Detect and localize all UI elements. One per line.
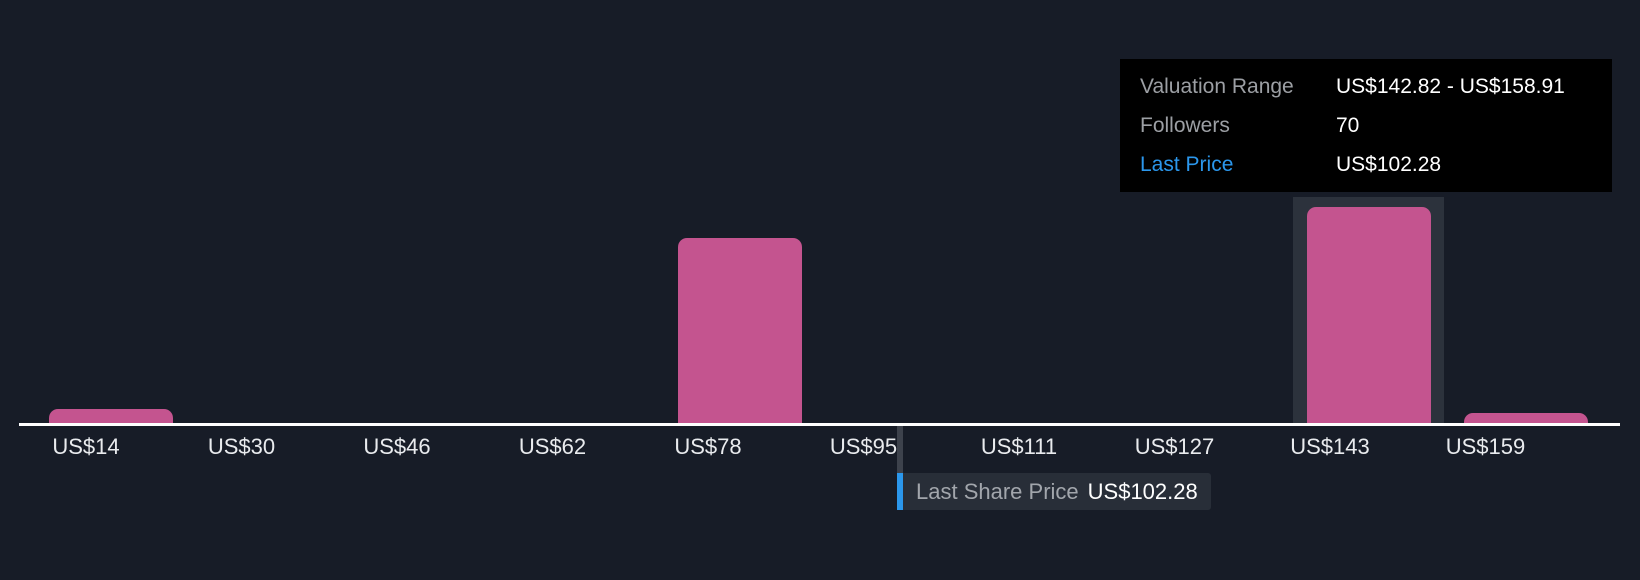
- x-tick-label-us95: US$95: [829, 434, 898, 459]
- x-tick-label-us111: US$111: [980, 434, 1058, 459]
- tooltip-row-valuation-range: Valuation Range US$142.82 - US$158.91: [1140, 75, 1592, 99]
- x-axis-line: [19, 423, 1620, 426]
- last-share-price-label-box: Last Share Price US$102.28: [903, 473, 1211, 510]
- chart-tooltip: Valuation Range US$142.82 - US$158.91 Fo…: [1120, 59, 1612, 192]
- x-tick-label-us46: US$46: [363, 434, 431, 459]
- x-tick-label-us62: US$62: [518, 434, 587, 459]
- histogram-bar-us78[interactable]: [677, 238, 802, 423]
- x-tick-label-us14: US$14: [52, 434, 120, 459]
- x-tick-label-us159: US$159: [1445, 434, 1526, 459]
- tooltip-label-last-price: Last Price: [1140, 152, 1234, 176]
- histogram-bar-us159[interactable]: [1463, 413, 1588, 423]
- histogram-bar-us14[interactable]: [49, 409, 173, 423]
- tooltip-label-valuation-range: Valuation Range: [1140, 74, 1294, 98]
- x-tick-label-us30: US$30: [207, 434, 276, 459]
- tooltip-value-valuation-range: US$142.82 - US$158.91: [1336, 74, 1565, 98]
- last-share-price-tick-line: [897, 426, 903, 473]
- histogram-bar-us143[interactable]: [1306, 207, 1431, 423]
- x-tick-label-us78: US$78: [674, 434, 742, 459]
- tooltip-row-followers: Followers 70: [1140, 114, 1592, 138]
- tooltip-value-followers: 70: [1336, 113, 1360, 137]
- x-tick-label-us127: US$127: [1134, 434, 1215, 459]
- tooltip-value-last-price: US$102.28: [1336, 152, 1442, 176]
- last-share-price-label: Last Share Price: [916, 478, 1079, 504]
- last-share-price-value: US$102.28: [1087, 478, 1198, 504]
- tooltip-row-last-price: Last Price US$102.28: [1140, 153, 1592, 177]
- last-share-price-accent-bar: [897, 473, 903, 510]
- x-tick-label-us143: US$143: [1290, 434, 1370, 459]
- tooltip-label-followers: Followers: [1140, 113, 1230, 137]
